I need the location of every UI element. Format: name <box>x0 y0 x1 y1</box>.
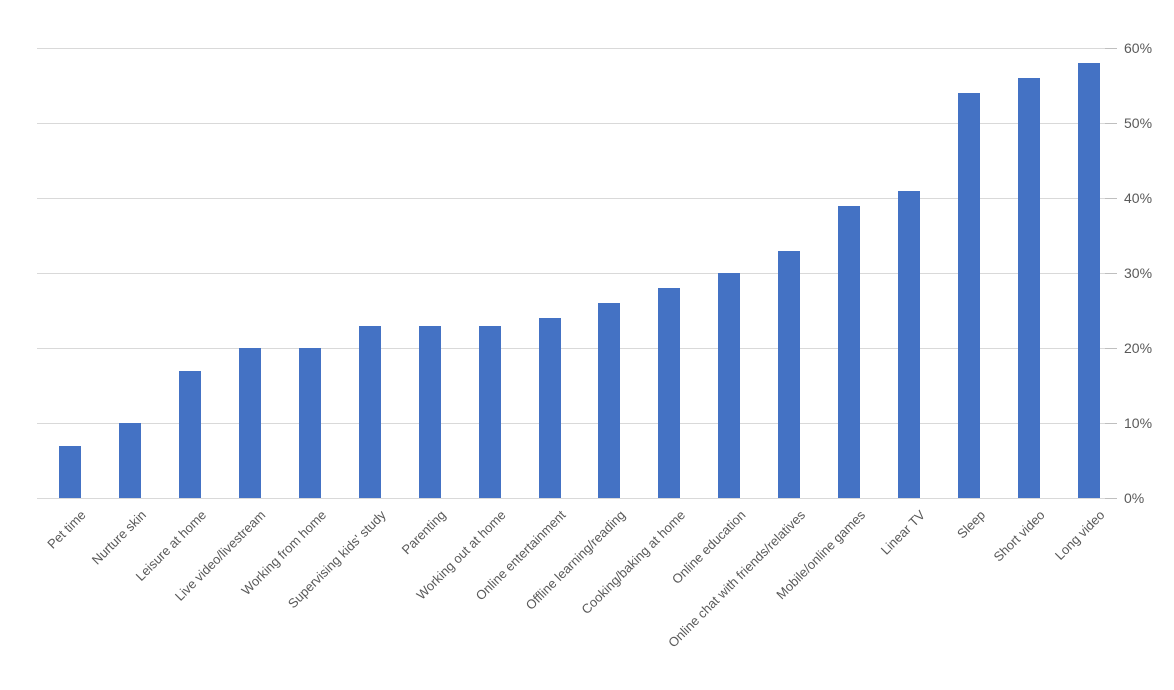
bar-short-video <box>1018 78 1041 498</box>
y-axis-tick <box>1105 198 1117 199</box>
gridline <box>37 123 1113 124</box>
bar-parenting <box>418 325 441 498</box>
bar-live-video-livestream <box>238 348 261 498</box>
y-axis-tick <box>1105 123 1117 124</box>
y-axis-tick <box>1105 423 1117 424</box>
x-tick-label: Pet time <box>44 507 89 552</box>
y-tick-label: 60% <box>1124 40 1153 56</box>
x-tick-label: Parenting <box>398 507 449 558</box>
y-tick-label: 10% <box>1124 415 1153 431</box>
bar-online-chat-with-friends-relatives <box>778 250 801 498</box>
x-tick-label: Sleep <box>953 507 989 542</box>
bar-sleep <box>958 93 981 498</box>
gridline <box>37 273 1113 274</box>
gridline <box>37 423 1113 424</box>
bar-online-education <box>718 273 741 498</box>
y-tick-label: 40% <box>1124 190 1153 206</box>
bar-leisure-at-home <box>178 370 201 498</box>
bar-cooking-baking-at-home <box>658 288 681 498</box>
y-tick-label: 50% <box>1124 115 1153 131</box>
y-axis-tick <box>1105 348 1117 349</box>
y-tick-label: 0% <box>1124 490 1145 506</box>
y-axis-tick <box>1105 48 1117 49</box>
y-axis-tick <box>1105 498 1117 499</box>
bar-online-entertainment <box>538 318 561 498</box>
gridline <box>37 348 1113 349</box>
x-tick-label: Cooking/baking at home <box>578 507 689 618</box>
bar-working-out-at-home <box>478 325 501 498</box>
bar-linear-tv <box>898 190 921 498</box>
bar-nurture-skin <box>118 423 141 498</box>
x-axis-line <box>37 498 1113 499</box>
y-axis-tick <box>1105 273 1117 274</box>
x-tick-label: Offline learning/reading <box>522 507 629 613</box>
bar-mobile-online-games <box>838 205 861 498</box>
gridline <box>37 48 1113 49</box>
bar-pet-time <box>58 445 81 498</box>
x-tick-label: Long video <box>1052 507 1108 563</box>
x-tick-label: Short video <box>990 507 1048 565</box>
bar-supervising-kids-study <box>358 325 381 498</box>
x-tick-label: Nurture skin <box>88 507 149 568</box>
y-tick-label: 30% <box>1124 265 1153 281</box>
gridline <box>37 198 1113 199</box>
bar-working-from-home <box>298 348 321 498</box>
bar-long-video <box>1078 63 1101 498</box>
x-tick-label: Linear TV <box>877 507 929 558</box>
y-tick-label: 20% <box>1124 340 1153 356</box>
bar-offline-learning-reading <box>598 303 621 498</box>
